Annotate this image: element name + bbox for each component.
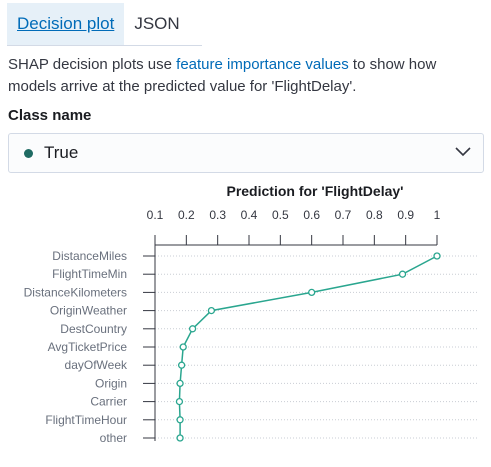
data-point — [179, 343, 187, 351]
tab-decision-plot[interactable]: Decision plot — [7, 3, 125, 45]
y-tick-label: Carrier — [90, 395, 127, 409]
tab-json[interactable]: JSON — [134, 14, 180, 33]
y-tick-label: FlightTimeHour — [45, 413, 127, 427]
x-tick-label: 0.3 — [209, 208, 226, 222]
prediction-series — [175, 252, 441, 442]
y-tick-label: AvgTicketPrice — [48, 340, 128, 354]
y-tick-label: DestCountry — [60, 322, 127, 336]
description-suffix: to show how models arrive at the predict… — [8, 56, 437, 95]
y-tick-label: other — [100, 431, 127, 445]
x-tick-label: 0.9 — [397, 208, 414, 222]
chart-title: Prediction for 'FlightDelay' — [226, 183, 403, 199]
class-color-dot — [24, 149, 33, 158]
data-point — [177, 361, 186, 369]
data-point — [188, 325, 197, 333]
feature-importance-link[interactable]: feature importance values — [176, 56, 349, 73]
grid-lines — [155, 255, 478, 439]
x-tick-label: 0.8 — [366, 208, 383, 222]
y-tick-label: DistanceMiles — [52, 249, 127, 263]
data-point — [308, 288, 316, 297]
data-point — [176, 379, 184, 388]
x-tick-label: 1 — [434, 208, 441, 222]
description-text: SHAP decision plots use feature importan… — [8, 54, 483, 98]
x-tick-label: 0.7 — [335, 208, 352, 222]
description-prefix: SHAP decision plots use — [8, 56, 177, 73]
y-tick-label: Origin — [95, 376, 127, 390]
y-tick-label: dayOfWeek — [65, 358, 128, 372]
class-name-select[interactable]: True — [8, 133, 484, 173]
y-tick-label: DistanceKilometers — [24, 285, 127, 299]
y-tick-label: OriginWeather — [50, 304, 127, 318]
chevron-down-icon — [455, 147, 471, 157]
x-tick-label: 0.6 — [303, 208, 320, 222]
data-point — [176, 416, 184, 424]
x-tick-label: 0.2 — [178, 208, 195, 222]
x-tick-label: 0.4 — [241, 208, 258, 222]
tab-divider — [7, 45, 202, 46]
x-axis: 0.1 0.2 0.3 0.4 0.5 0.6 0.7 0.8 0.9 1 — [147, 208, 441, 246]
class-name-value: True — [44, 143, 79, 162]
tab-bar: Decision plot JSON — [7, 3, 190, 45]
data-point — [433, 252, 441, 260]
y-tick-label: FlightTimeMin — [52, 267, 127, 281]
data-point — [176, 434, 184, 442]
x-tick-label: 0.5 — [272, 208, 289, 222]
decision-plot-chart: Prediction for 'FlightDelay' 0.1 0.2 0.3 0.… — [24, 183, 478, 445]
data-point — [207, 306, 216, 315]
class-name-label: Class name — [8, 107, 92, 124]
data-point — [398, 270, 407, 278]
y-axis: DistanceMiles FlightTimeMin DistanceKilome… — [24, 245, 156, 445]
x-tick-label: 0.1 — [147, 208, 164, 222]
data-point — [175, 397, 184, 406]
